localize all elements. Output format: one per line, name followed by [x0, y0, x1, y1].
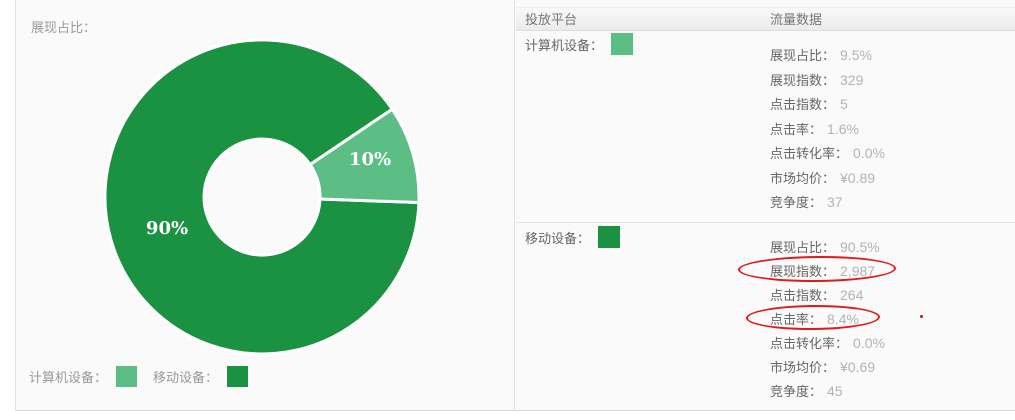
metric-label: 展现占比： [770, 240, 836, 255]
metric-value: ¥0.69 [840, 359, 876, 375]
metric-label: 竞争度： [770, 195, 823, 210]
metric-row: 展现指数： 2,987 [770, 259, 885, 283]
metric-row: 市场均价： ¥0.69 [770, 355, 885, 379]
device-swatch-mobile-icon [598, 226, 621, 248]
metric-label: 展现指数： [770, 72, 836, 88]
chart-title: 展现占比： [31, 20, 97, 35]
metric-label: 市场均价： [770, 360, 836, 375]
header-platform: 投放平台 [525, 12, 578, 27]
metric-label: 竞争度： [770, 384, 823, 399]
legend-swatch-computer-icon [116, 365, 138, 387]
donut-chart: 90% 10% [103, 38, 421, 356]
metric-value: 2,987 [840, 263, 876, 279]
metric-value: 5 [840, 96, 848, 112]
metric-value: 90.5% [840, 239, 880, 255]
metric-value: ¥0.89 [840, 169, 876, 186]
metric-row: 点击率： 1.6% [770, 117, 885, 142]
pie-slice-mobile[interactable] [103, 38, 421, 356]
legend-label-mobile: 移动设备： [153, 369, 219, 385]
metric-label: 点击转化率： [770, 146, 849, 161]
metric-label: 展现指数： [770, 264, 836, 279]
pie-slice-computer[interactable] [308, 107, 421, 204]
metric-row: 点击转化率： 0.0% [770, 331, 885, 355]
device-row-computer: 计算机设备： [525, 33, 634, 55]
row-divider [516, 222, 1015, 223]
legend-item-computer[interactable]: 计算机设备： [29, 365, 138, 387]
metrics-computer: 展现占比： 9.5% 展现指数： 329 点击指数： 5 点击率： 1.6% 点击转化率… [770, 43, 885, 215]
metric-value: 45 [827, 383, 843, 399]
metric-row: 展现占比： 9.5% [770, 43, 885, 68]
metric-row: 竞争度： 45 [770, 379, 885, 403]
device-label-computer: 计算机设备： [525, 37, 604, 53]
device-swatch-computer-icon [611, 33, 634, 55]
slice-label-computer: 10% [349, 149, 391, 170]
legend-label-computer: 计算机设备： [29, 369, 108, 385]
metric-row: 展现指数： 329 [770, 68, 885, 93]
metric-row: 点击转化率： 0.0% [770, 141, 885, 166]
metric-value: 1.6% [827, 120, 859, 137]
metric-label: 市场均价： [770, 170, 836, 186]
metric-label: 点击指数： [770, 97, 836, 112]
donut-chart-section: 展现占比： 90% 10% 计算机设备： 移动设备： [16, 0, 515, 410]
metric-value: 9.5% [840, 47, 872, 63]
impression-share-panel: 展现占比： 90% 10% 计算机设备： 移动设备： [15, 0, 1015, 411]
metric-row: 点击率： 8.4% [770, 307, 885, 331]
metric-value: 264 [840, 287, 864, 303]
metric-label: 点击率： [770, 312, 823, 327]
traffic-data-section: 投放平台 流量数据 计算机设备： 展现占比： 9.5% 展现指数： 329 点击指数… [516, 0, 1015, 410]
slice-label-mobile: 90% [146, 218, 188, 239]
metric-label: 点击指数： [770, 288, 836, 303]
table-header: 投放平台 流量数据 [516, 7, 1015, 31]
metric-row: 点击指数： 5 [770, 92, 885, 117]
metric-value: 0.0% [853, 335, 885, 351]
device-row-mobile: 移动设备： [525, 226, 621, 248]
legend-swatch-mobile-icon [227, 365, 249, 387]
metric-label: 点击率： [770, 121, 823, 137]
metric-row: 市场均价： ¥0.89 [770, 166, 885, 191]
metric-row: 展现占比： 90.5% [770, 235, 885, 259]
device-label-mobile: 移动设备： [525, 230, 591, 246]
chart-legend: 计算机设备： 移动设备： [29, 363, 264, 389]
metric-value: 0.0% [853, 145, 885, 161]
metric-value: 329 [840, 71, 864, 88]
metric-value: 37 [827, 194, 843, 210]
metric-label: 点击转化率： [770, 336, 849, 351]
legend-item-mobile[interactable]: 移动设备： [153, 365, 249, 387]
red-dot-mark [920, 315, 923, 318]
metrics-mobile: 展现占比： 90.5% 展现指数： 2,987 点击指数： 264 点击率： 8.4% … [770, 235, 885, 403]
header-traffic: 流量数据 [770, 12, 823, 27]
metric-row: 竞争度： 37 [770, 190, 885, 215]
metric-row: 点击指数： 264 [770, 283, 885, 307]
metric-label: 展现占比： [770, 48, 836, 63]
metric-value: 8.4% [827, 311, 859, 327]
